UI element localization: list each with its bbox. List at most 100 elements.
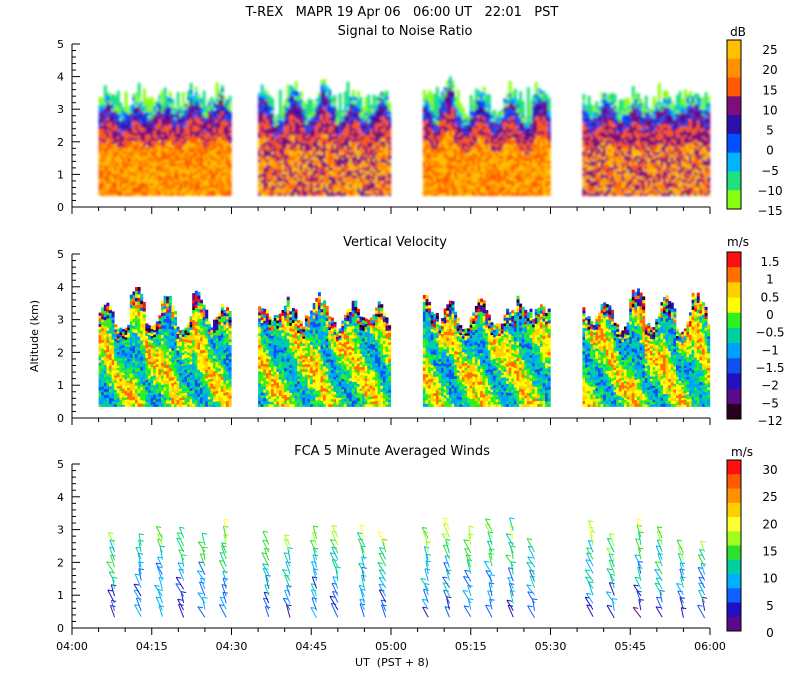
heatmap-cell bbox=[480, 165, 484, 169]
heatmap-cell bbox=[454, 154, 458, 158]
heatmap-cell bbox=[516, 144, 520, 148]
heatmap-cell bbox=[459, 152, 463, 156]
heatmap-cell bbox=[137, 166, 141, 170]
heatmap-cell bbox=[323, 116, 327, 121]
heatmap-cell bbox=[367, 130, 371, 134]
heatmap-cell bbox=[380, 122, 384, 126]
heatmap-cell bbox=[135, 126, 138, 131]
heatmap-cell bbox=[155, 176, 159, 180]
heatmap-cell bbox=[192, 125, 196, 129]
heatmap-cell bbox=[317, 133, 321, 137]
heatmap-cell bbox=[205, 161, 209, 165]
heatmap-cell bbox=[226, 111, 229, 115]
heatmap-cell bbox=[464, 154, 468, 157]
heatmap-cell bbox=[356, 121, 360, 125]
heatmap-cell bbox=[145, 139, 149, 143]
heatmap-cell bbox=[521, 167, 525, 170]
heatmap-cell bbox=[448, 104, 452, 109]
heatmap-cell bbox=[213, 98, 216, 102]
heatmap-cell bbox=[181, 148, 185, 152]
heatmap-cell bbox=[425, 172, 429, 176]
heatmap-cell bbox=[101, 164, 105, 168]
heatmap-cell bbox=[263, 139, 267, 143]
heatmap-cell bbox=[508, 135, 512, 139]
heatmap-cell bbox=[145, 147, 149, 151]
heatmap-cell bbox=[163, 119, 167, 123]
heatmap-cell bbox=[506, 134, 510, 139]
heatmap-cell bbox=[456, 108, 460, 112]
heatmap-cell bbox=[276, 142, 280, 146]
heatmap-cell bbox=[103, 167, 107, 171]
heatmap-cell bbox=[218, 121, 222, 125]
heatmap-cell bbox=[192, 134, 196, 138]
heatmap-cell bbox=[375, 126, 379, 130]
heatmap-cell bbox=[467, 181, 471, 185]
heatmap-cell bbox=[276, 172, 280, 176]
heatmap-cell bbox=[226, 170, 229, 174]
heatmap-cell bbox=[343, 169, 347, 173]
heatmap-cell bbox=[129, 171, 133, 175]
heatmap-cell bbox=[153, 164, 157, 168]
heatmap-cell bbox=[111, 122, 115, 126]
heatmap-cell bbox=[179, 193, 183, 196]
heatmap-cell bbox=[317, 171, 321, 176]
heatmap-cell bbox=[168, 91, 172, 98]
heatmap-cell bbox=[181, 193, 185, 196]
heatmap-cell bbox=[459, 125, 463, 128]
heatmap-cell bbox=[207, 107, 211, 111]
heatmap-cell bbox=[307, 164, 311, 168]
heatmap-cell bbox=[192, 163, 196, 167]
heatmap-cell bbox=[446, 93, 450, 98]
heatmap-cell bbox=[343, 140, 347, 144]
heatmap-cell bbox=[258, 129, 262, 133]
heatmap-cell bbox=[372, 129, 376, 133]
heatmap-cell bbox=[312, 182, 316, 186]
heatmap-cell bbox=[487, 176, 491, 180]
heatmap-cell bbox=[356, 187, 360, 191]
heatmap-cell bbox=[158, 148, 162, 152]
heatmap-cell bbox=[299, 189, 303, 194]
heatmap-cell bbox=[226, 178, 229, 182]
heatmap-cell bbox=[184, 109, 188, 113]
heatmap-cell bbox=[161, 155, 164, 159]
heatmap-cell bbox=[441, 146, 445, 151]
heatmap-cell bbox=[310, 181, 314, 184]
heatmap-cell bbox=[451, 158, 455, 163]
heatmap-cell bbox=[163, 156, 167, 160]
heatmap-cell bbox=[213, 124, 216, 128]
heatmap-cell bbox=[210, 159, 214, 163]
heatmap-cell bbox=[521, 143, 525, 147]
heatmap-cell bbox=[511, 106, 515, 110]
heatmap-cell bbox=[278, 193, 282, 196]
heatmap-cell bbox=[529, 169, 533, 173]
heatmap-cell bbox=[142, 193, 146, 196]
heatmap-cell bbox=[369, 177, 373, 181]
heatmap-cell bbox=[228, 138, 232, 142]
heatmap-cell bbox=[464, 128, 468, 132]
heatmap-cell bbox=[461, 164, 465, 168]
heatmap-cell bbox=[289, 192, 293, 196]
heatmap-cell bbox=[425, 169, 429, 173]
heatmap-cell bbox=[122, 136, 125, 139]
heatmap-cell bbox=[317, 154, 321, 158]
heatmap-cell bbox=[506, 123, 510, 127]
heatmap-cell bbox=[302, 182, 306, 186]
heatmap-cell bbox=[320, 90, 324, 94]
heatmap-cell bbox=[163, 99, 167, 103]
heatmap-cell bbox=[150, 138, 154, 141]
heatmap-cell bbox=[310, 135, 314, 139]
heatmap-cell bbox=[215, 142, 219, 146]
heatmap-cell bbox=[119, 181, 123, 185]
heatmap-cell bbox=[516, 104, 520, 108]
heatmap-cell bbox=[119, 188, 123, 192]
heatmap-cell bbox=[422, 146, 426, 151]
heatmap-cell bbox=[135, 158, 138, 162]
heatmap-cell bbox=[114, 137, 118, 141]
heatmap-cell bbox=[210, 164, 214, 168]
heatmap-cell bbox=[142, 128, 146, 131]
heatmap-cell bbox=[433, 122, 437, 126]
heatmap-cell bbox=[158, 133, 162, 138]
heatmap-cell bbox=[278, 162, 282, 166]
heatmap-cell bbox=[487, 165, 491, 169]
heatmap-cell bbox=[213, 176, 216, 180]
